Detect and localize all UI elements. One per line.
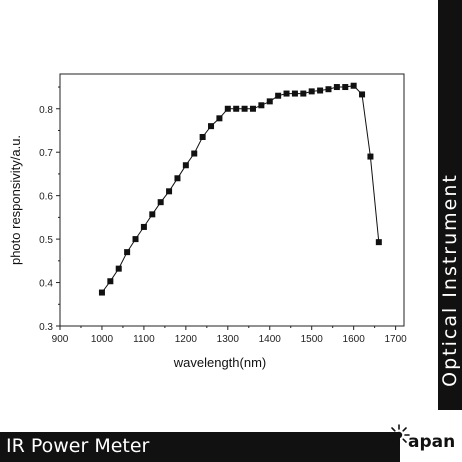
data-point — [241, 105, 248, 112]
data-point — [359, 91, 366, 98]
sunburst-icon — [388, 424, 410, 446]
data-point — [98, 289, 105, 296]
data-series — [98, 82, 382, 296]
y-tick-label: 0.4 — [39, 279, 53, 290]
y-axis-label: photo responsivity/a.u. — [8, 135, 23, 265]
data-point — [115, 265, 122, 272]
data-point — [224, 105, 231, 112]
x-axis-label: wavelength(nm) — [173, 355, 267, 370]
x-tick-label: 1000 — [91, 334, 114, 345]
data-point — [166, 188, 173, 195]
data-point — [124, 249, 131, 256]
y-tick-label: 0.5 — [39, 235, 53, 246]
x-tick-group: 900 1000 1100 1200 1300 1400 1500 1600 1700 — [52, 326, 407, 345]
data-point — [325, 86, 332, 93]
data-point — [249, 105, 256, 112]
footer-label: IR Power Meter — [6, 435, 150, 457]
x-tick-label: 1600 — [343, 334, 366, 345]
chart-axes — [59, 73, 405, 327]
brand-logo-text: apan — [408, 432, 456, 452]
series-line — [101, 85, 380, 293]
x-tick-label: 900 — [52, 334, 69, 345]
x-tick-label: 1700 — [384, 334, 407, 345]
data-point — [308, 88, 315, 95]
y-tick-label: 0.7 — [39, 148, 53, 159]
x-tick-label: 1100 — [133, 334, 155, 345]
data-point — [174, 175, 181, 182]
data-point — [191, 150, 198, 157]
data-point — [182, 162, 189, 169]
data-point — [317, 87, 324, 94]
data-point — [266, 98, 273, 105]
x-tick-label: 1500 — [301, 334, 324, 345]
data-point — [208, 123, 215, 130]
data-point — [107, 278, 114, 285]
y-tick-label: 0.6 — [39, 192, 53, 203]
brand-logo: apan — [386, 410, 462, 462]
side-band — [438, 0, 462, 410]
data-point — [233, 105, 240, 112]
data-point — [283, 90, 290, 97]
x-tick-label: 1300 — [217, 334, 240, 345]
data-point — [300, 90, 307, 97]
data-point — [132, 236, 139, 243]
data-point — [342, 84, 349, 91]
data-point — [291, 90, 298, 97]
data-point — [367, 153, 374, 160]
y-tick-label: 0.8 — [39, 105, 53, 116]
x-tick-label: 1400 — [259, 334, 282, 345]
data-point — [375, 239, 382, 246]
data-point — [157, 199, 164, 206]
data-point — [258, 102, 265, 109]
data-point — [333, 84, 340, 91]
data-point — [140, 223, 147, 230]
plot-frame — [59, 73, 405, 327]
side-label: Optical Instrument — [439, 173, 461, 387]
data-point — [199, 134, 206, 140]
y-tick-label: 0.3 — [39, 322, 53, 333]
data-point — [350, 82, 357, 89]
x-tick-label: 1200 — [175, 334, 198, 345]
footer-bar: IR Power Meter — [0, 432, 400, 462]
data-point — [149, 211, 156, 218]
y-tick-group: 0.3 0.4 0.5 0.6 0.7 0.8 — [39, 86, 60, 333]
data-point — [216, 115, 223, 122]
data-point — [275, 92, 282, 99]
